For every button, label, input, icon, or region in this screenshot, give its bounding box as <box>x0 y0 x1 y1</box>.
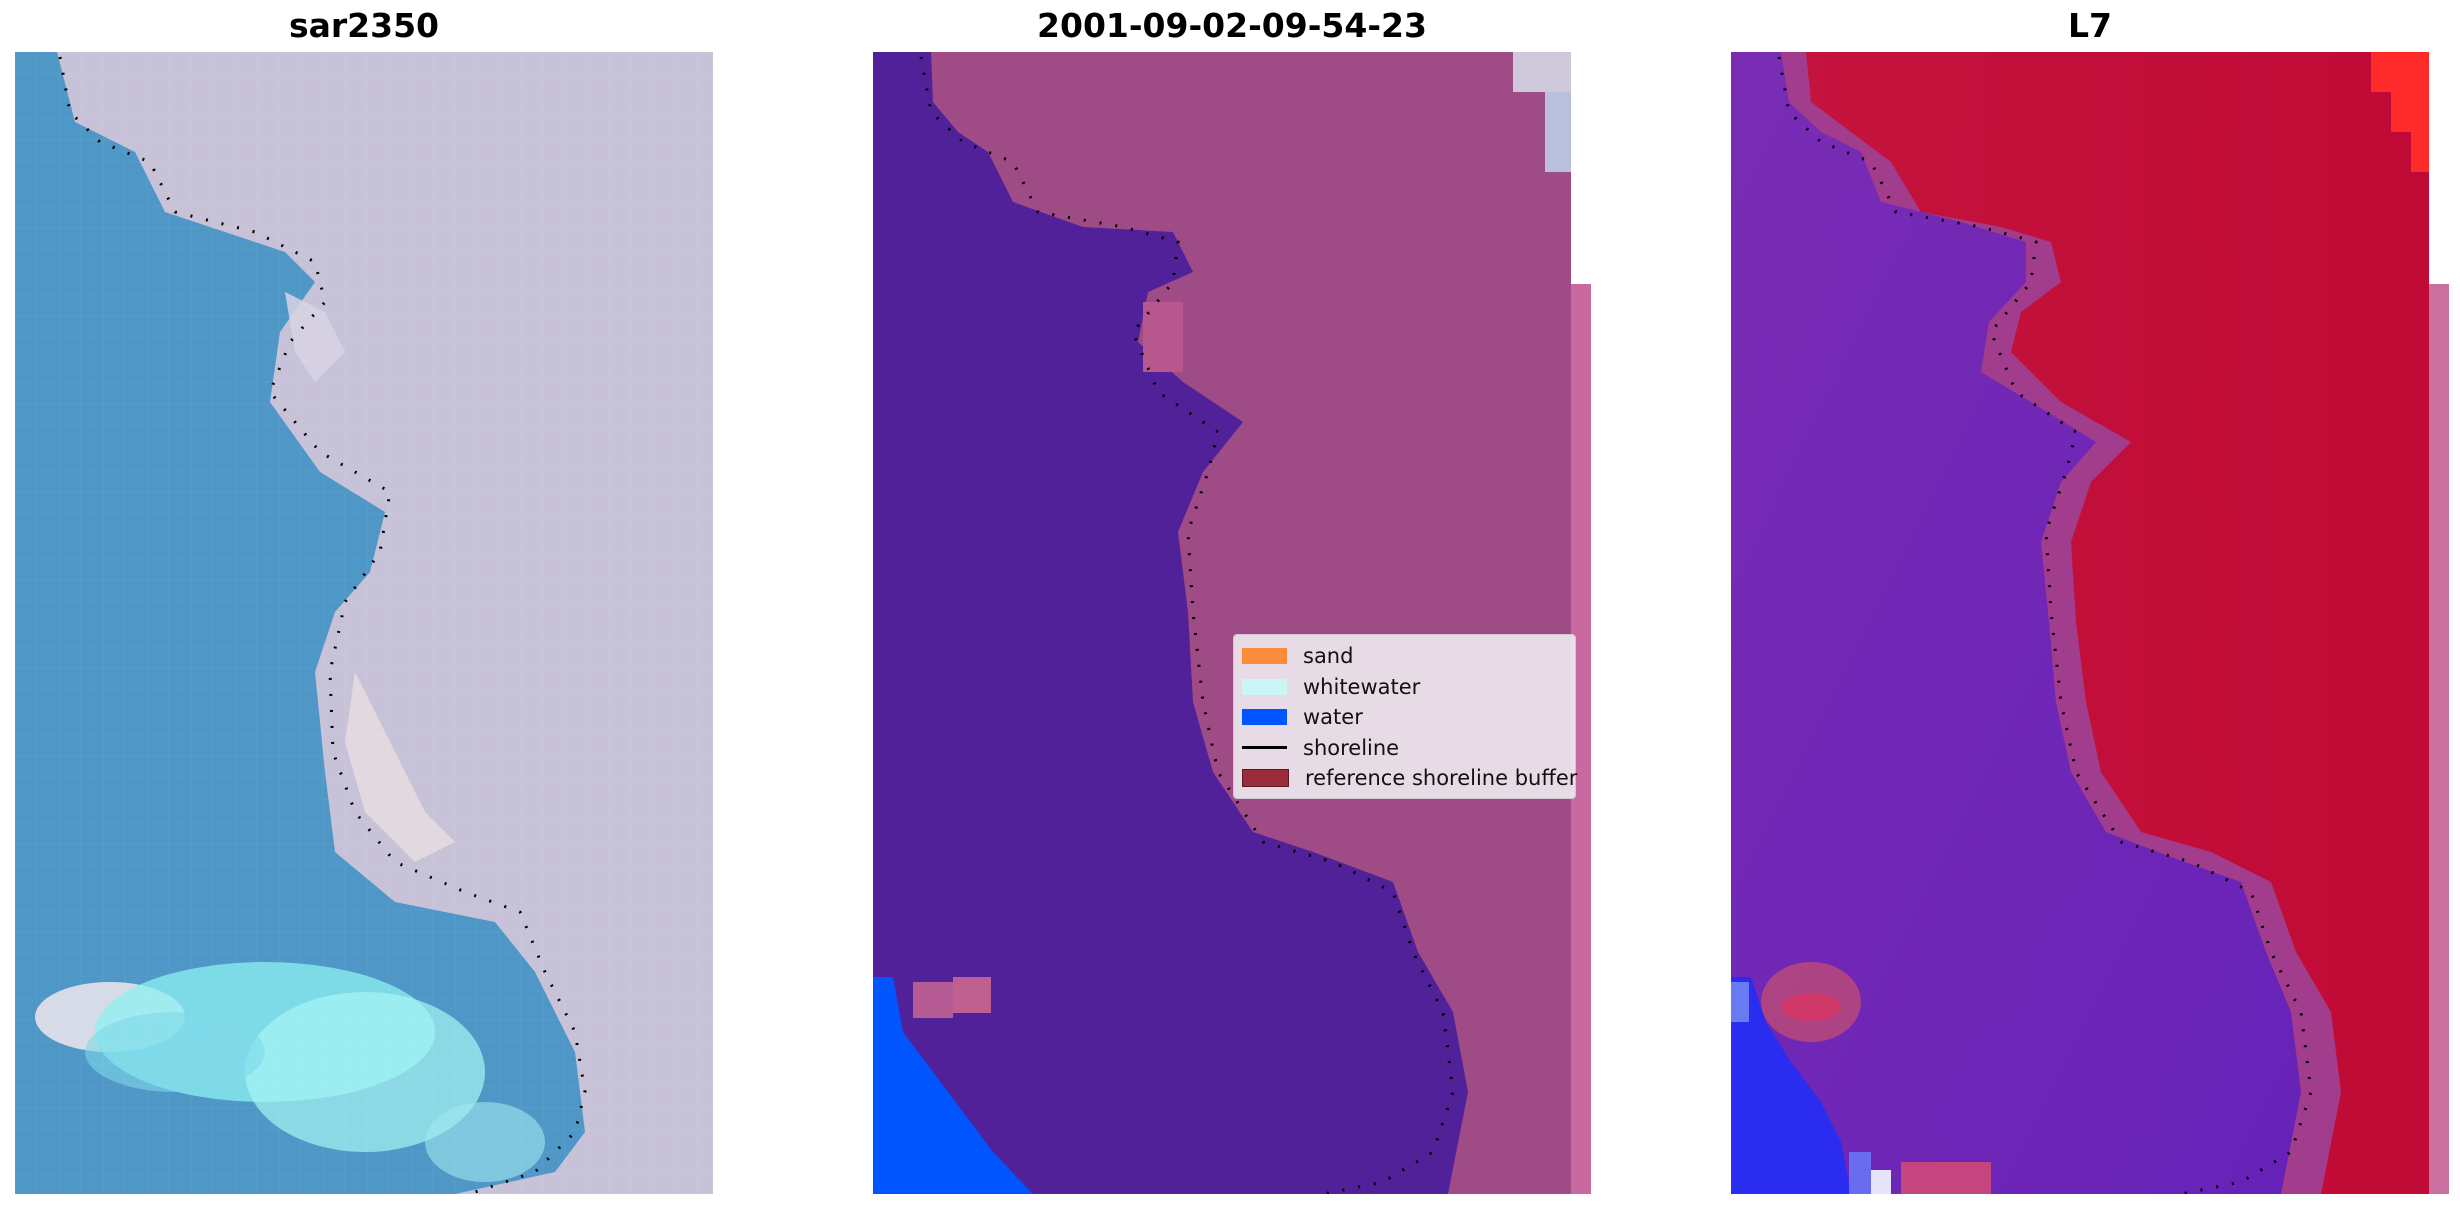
water-class <box>873 52 1468 1194</box>
legend-item-water: water <box>1242 702 1567 733</box>
legend-label-whitewater: whitewater <box>1303 674 1421 699</box>
panel-title-l7: L7 <box>2068 6 2112 45</box>
whitewater-swatch <box>1242 678 1287 695</box>
panel-classified: 2001-09-02-09-54-23 sand whitewater wat <box>873 0 1591 1208</box>
water-pixels-index <box>1731 977 1851 1194</box>
panel-l7: L7 <box>1731 0 2449 1208</box>
legend-label-sand: sand <box>1303 644 1354 669</box>
water-index <box>1731 52 2301 1194</box>
classified-image <box>873 52 1591 1194</box>
rgb-image <box>15 52 713 1194</box>
panel-title-date: 2001-09-02-09-54-23 <box>1037 6 1427 45</box>
shoreline-line-swatch <box>1242 746 1287 750</box>
shoreline-index <box>1777 56 2313 1194</box>
hot-pixels <box>2371 52 2429 172</box>
panel-rgb: sar2350 <box>15 0 713 1208</box>
legend-label-shoreline: shoreline <box>1303 735 1400 760</box>
legend-label-buffer: reference shoreline buffer <box>1305 766 1578 791</box>
buffer-swatch <box>1242 769 1289 788</box>
legend-label-water: water <box>1303 705 1363 730</box>
water-pixels <box>873 977 1033 1194</box>
legend-item-whitewater: whitewater <box>1242 672 1567 703</box>
shoreline-class <box>919 56 1455 1194</box>
legend: sand whitewater water shoreline referenc… <box>1233 634 1577 799</box>
panel-title-rgb: sar2350 <box>288 6 440 45</box>
legend-item-buffer: reference shoreline buffer <box>1242 763 1577 794</box>
legend-item-sand: sand <box>1242 641 1567 672</box>
water-swatch <box>1242 709 1287 726</box>
index-image <box>1731 52 2449 1194</box>
sand-swatch <box>1242 648 1287 665</box>
legend-item-shoreline: shoreline <box>1242 733 1567 764</box>
